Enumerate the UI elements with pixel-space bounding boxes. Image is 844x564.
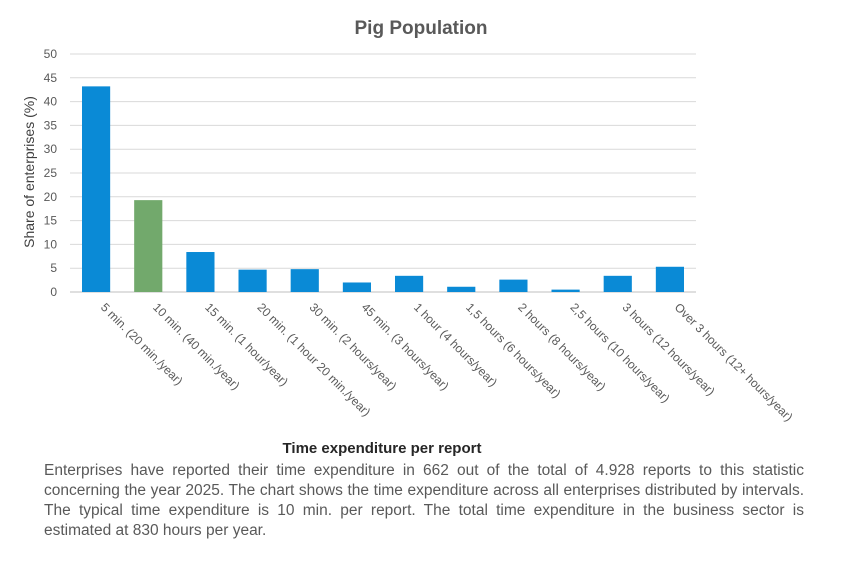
bar xyxy=(447,286,476,292)
bar xyxy=(394,275,424,292)
y-axis-ticks: 0 5 10 15 20 25 30 35 40 45 50 xyxy=(44,47,58,299)
y-tick-label: 45 xyxy=(44,71,58,85)
x-tick-label: 1,5 hours (6 hours/year) xyxy=(463,300,563,400)
y-tick-label: 35 xyxy=(44,118,58,132)
x-tick-label: 30 min. (2 hours/year) xyxy=(307,300,400,393)
bar xyxy=(342,282,372,292)
y-tick-label: 25 xyxy=(44,166,58,180)
bar xyxy=(238,269,267,292)
y-tick-label: 20 xyxy=(44,190,58,204)
y-tick-label: 5 xyxy=(50,261,57,275)
bars xyxy=(81,86,685,292)
bar-chart: Pig Population 0 5 10 15 20 25 30 35 40 45 50 5 mi… xyxy=(21,18,796,457)
y-axis-title: Share of enterprises (%) xyxy=(21,96,37,248)
chart-description: Enterprises have reported their time exp… xyxy=(44,462,804,539)
x-tick-label: 2,5 hours (10 hours/year) xyxy=(567,300,672,405)
y-tick-label: 10 xyxy=(44,237,58,251)
x-tick-label: 2 hours (8 hours/year) xyxy=(515,300,608,393)
y-tick-label: 40 xyxy=(44,95,58,109)
y-tick-label: 15 xyxy=(44,214,58,228)
gridlines xyxy=(70,53,696,293)
bar xyxy=(186,252,215,292)
bar xyxy=(603,275,632,292)
x-tick-label: 45 min. (3 hours/year) xyxy=(359,300,452,393)
bar xyxy=(551,289,580,292)
x-axis-ticks: 5 min. (20 min./year)10 min. (40 min./ye… xyxy=(98,300,796,424)
bar xyxy=(499,279,528,292)
y-tick-label: 50 xyxy=(44,47,58,61)
bar xyxy=(134,200,163,292)
bar xyxy=(81,86,111,292)
x-tick-label: 10 min. (40 min./year) xyxy=(150,300,242,392)
y-tick-label: 30 xyxy=(44,142,58,156)
x-tick-label: 3 hours (12 hours/year) xyxy=(620,300,718,398)
bar xyxy=(290,269,319,292)
x-axis-title: Time expenditure per report xyxy=(283,440,482,457)
chart-title: Pig Population xyxy=(355,18,488,39)
bar xyxy=(655,266,685,292)
y-tick-label: 0 xyxy=(50,285,57,299)
